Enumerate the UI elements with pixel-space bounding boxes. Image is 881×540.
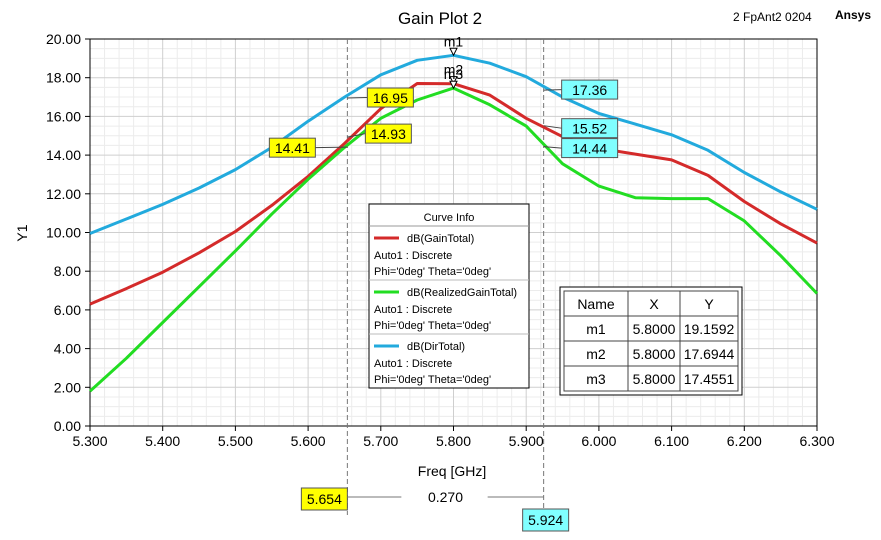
x-tick-label: 5.300 <box>72 433 107 449</box>
marker-table-value: 5.8000 <box>633 346 676 362</box>
cursor-layer: 5.654 5.924 0.270 <box>300 39 570 532</box>
marker-table-cell <box>563 290 629 317</box>
marker-table-value: 5.8000 <box>633 321 676 337</box>
x-tick-label: 5.400 <box>145 433 180 449</box>
callout-value: 14.44 <box>572 141 607 157</box>
legend-line1: Auto1 : Discrete <box>374 358 452 370</box>
legend-series-name: dB(RealizedGainTotal) <box>407 287 517 299</box>
marker-table-cell <box>679 340 739 367</box>
marker-triangle <box>449 47 458 57</box>
plot-title: Gain Plot 2 <box>398 9 482 28</box>
legend-series-name: dB(GainTotal) <box>407 233 474 245</box>
marker-table-value: 17.4551 <box>684 371 735 387</box>
marker-table-header: Y <box>704 296 714 312</box>
callout-value: 14.93 <box>371 126 406 142</box>
y-tick-label: 12.00 <box>46 186 81 202</box>
marker-table-cell <box>563 365 629 392</box>
marker-table-value: 19.1592 <box>684 321 735 337</box>
x-tick-label: 5.900 <box>509 433 544 449</box>
callout-box <box>366 87 414 108</box>
callout-value: 14.41 <box>275 140 310 156</box>
y-tick-label: 6.00 <box>54 302 81 318</box>
x-tick-label: 6.300 <box>799 433 834 449</box>
marker-triangle <box>449 76 458 85</box>
marker-table-cell <box>563 340 629 367</box>
y-tick-label: 0.00 <box>54 418 81 434</box>
callout-box <box>561 138 619 159</box>
marker-table-value: m1 <box>586 321 606 337</box>
callout-value: 17.36 <box>572 82 607 98</box>
marker-triangle <box>449 80 458 90</box>
marker-table[interactable]: Name X Ym1 5.8000 19.1592 m2 5.8000 17.6944 m3 5.… <box>559 286 743 396</box>
axis-layer: 5.300 5.400 5.500 5.600 5.700 5.800 5.900 6.000… <box>46 31 835 449</box>
brand-label: Ansys <box>835 8 871 22</box>
marker-table-header: Name <box>577 296 615 312</box>
callout-leader <box>347 133 366 138</box>
marker-table-cell <box>563 315 629 342</box>
callout-leader <box>543 146 562 149</box>
marker-label: m1 <box>444 33 464 49</box>
callout-box <box>364 123 412 144</box>
legend-title: Curve Info <box>424 212 475 224</box>
legend-line2: Phi='0deg' Theta='0deg' <box>374 320 491 332</box>
y-tick-label: 16.00 <box>46 108 81 124</box>
legend-box <box>368 203 530 389</box>
y-tick-label: 8.00 <box>54 263 81 279</box>
marker-table-value: m2 <box>586 346 606 362</box>
y-tick-label: 10.00 <box>46 225 81 241</box>
marker-label: m2 <box>444 62 464 78</box>
marker-table-cell <box>627 315 681 342</box>
y-tick-label: 14.00 <box>46 147 81 163</box>
callout-box <box>268 137 316 158</box>
x-tick-label: 5.800 <box>436 433 471 449</box>
cursor-value-callouts: 16.95 14.93 14.41 17.36 15.52 14.44 <box>268 79 619 159</box>
y-tick-label: 4.00 <box>54 341 81 357</box>
curve-info-legend[interactable]: Curve Info dB(GainTotal) Auto1 : Discrete P… <box>368 203 530 389</box>
legend-line1: Auto1 : Discrete <box>374 250 452 262</box>
marker-table-cell <box>627 365 681 392</box>
cursor-x-label: 5.654 <box>307 491 342 507</box>
x-tick-label: 5.600 <box>291 433 326 449</box>
design-name: 2 FpAnt2 0204 <box>733 10 812 24</box>
marker-table-cell <box>627 340 681 367</box>
marker-table-value: 17.6944 <box>684 346 735 362</box>
callout-leader <box>347 97 368 99</box>
marker-table-value: m3 <box>586 371 606 387</box>
x-tick-label: 5.500 <box>218 433 253 449</box>
y-axis-label: Y1 <box>14 224 30 241</box>
legend-line2: Phi='0deg' Theta='0deg' <box>374 374 491 386</box>
marker-table-header: X <box>649 296 659 312</box>
x-axis-label: Freq [GHz] <box>418 463 486 479</box>
y-tick-label: 18.00 <box>46 70 81 86</box>
marker-table-cell <box>679 365 739 392</box>
marker-table-value: 5.8000 <box>633 371 676 387</box>
x-tick-label: 5.700 <box>363 433 398 449</box>
x-tick-label: 6.200 <box>727 433 762 449</box>
y-tick-label: 20.00 <box>46 31 81 47</box>
callout-value: 16.95 <box>373 90 408 106</box>
callout-box <box>561 79 619 100</box>
y-tick-label: 2.00 <box>54 379 81 395</box>
legend-line2: Phi='0deg' Theta='0deg' <box>374 266 491 278</box>
callout-leader <box>543 89 562 91</box>
callout-leader <box>543 125 562 129</box>
legend-line1: Auto1 : Discrete <box>374 304 452 316</box>
legend-series-name: dB(DirTotal) <box>407 341 465 353</box>
cursor-x-box <box>522 508 570 532</box>
cursor-delta-label: 0.270 <box>428 489 463 505</box>
callout-leader <box>315 146 348 149</box>
marker-label: m3 <box>444 66 464 82</box>
x-tick-label: 6.100 <box>654 433 689 449</box>
cursor-x-box <box>300 487 348 511</box>
callout-box <box>561 118 619 139</box>
x-tick-label: 6.000 <box>581 433 616 449</box>
callout-value: 15.52 <box>572 121 607 137</box>
cursor-x-label: 5.924 <box>528 512 563 528</box>
